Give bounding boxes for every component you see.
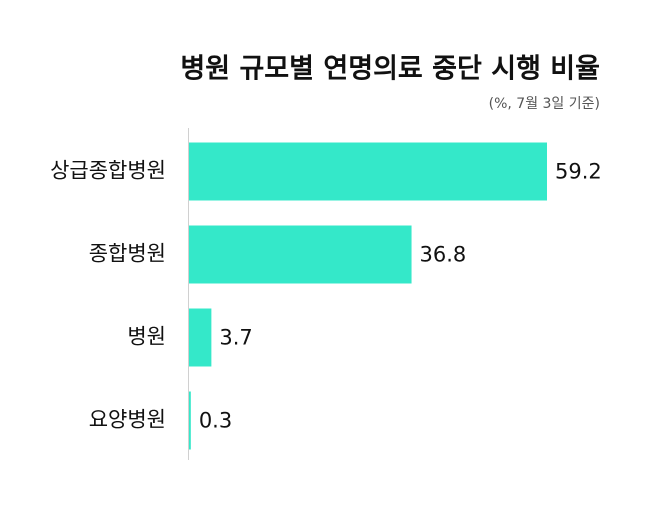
value-label: 59.2 xyxy=(555,160,602,184)
bar xyxy=(189,308,212,367)
bar xyxy=(189,391,191,450)
bar xyxy=(189,142,547,201)
category-label: 종합병원 xyxy=(89,242,166,266)
chart-title: 병원 규모별 연명의료 중단 시행 비율 xyxy=(180,54,600,85)
value-label: 0.3 xyxy=(199,409,232,433)
bar xyxy=(189,225,412,284)
chart-subtitle: (%, 7월 3일 기준) xyxy=(489,96,600,112)
category-label: 상급종합병원 xyxy=(50,159,166,183)
value-label: 3.7 xyxy=(219,326,252,350)
value-label: 36.8 xyxy=(420,243,467,267)
category-label: 병원 xyxy=(127,325,166,349)
category-label: 요양병원 xyxy=(89,408,166,432)
